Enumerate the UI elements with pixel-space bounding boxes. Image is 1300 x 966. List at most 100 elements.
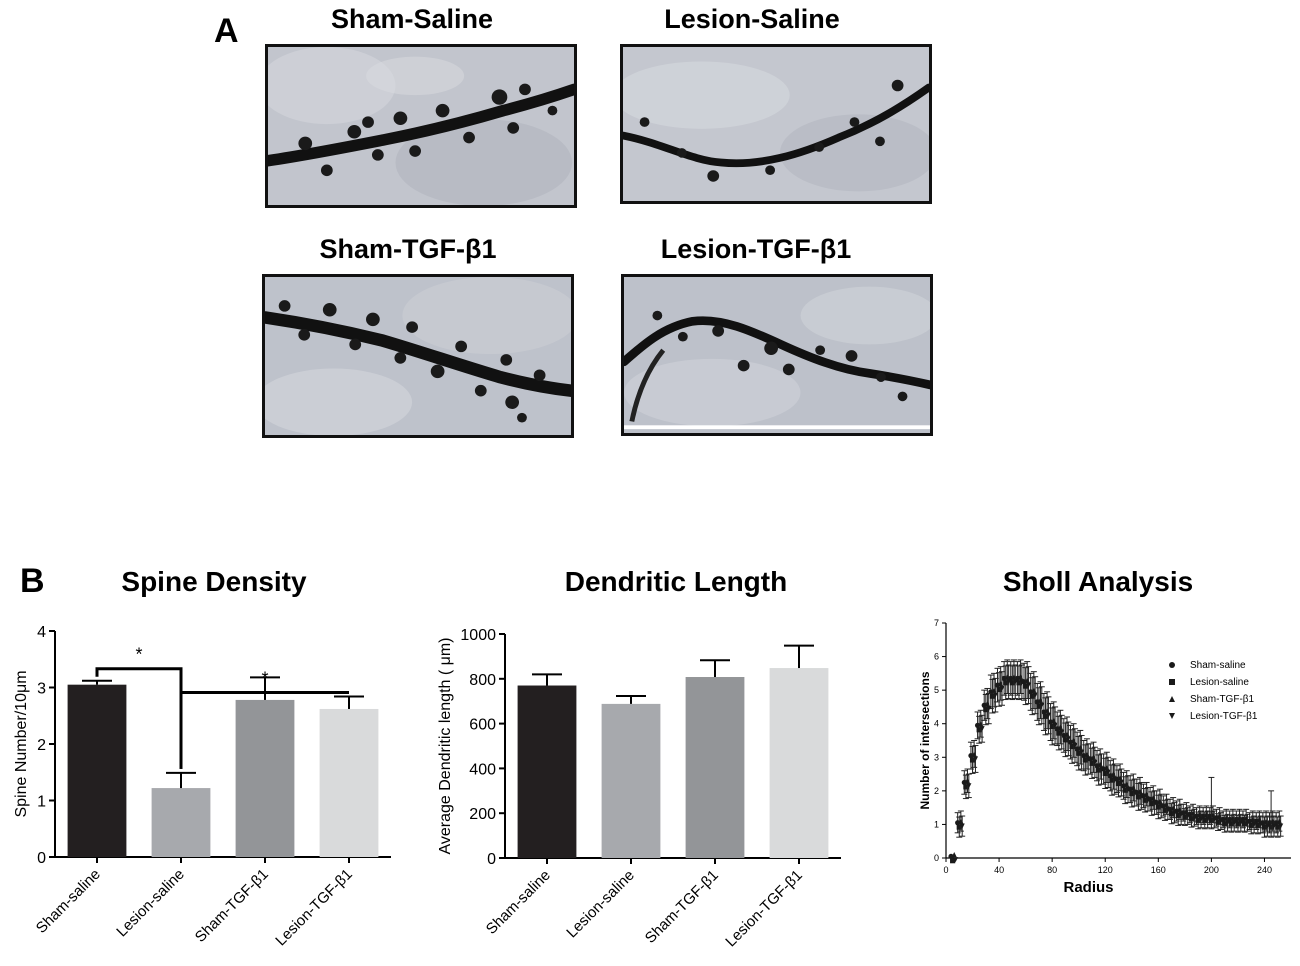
- data-point: [1168, 811, 1175, 817]
- data-point: [1171, 810, 1178, 816]
- data-point: [983, 707, 989, 713]
- legend-label: Lesion-TGF-β1: [1190, 711, 1258, 722]
- data-point: [1275, 824, 1281, 830]
- x-tick-label: Sham-TGF-β1: [642, 867, 722, 947]
- y-tick-label: 800: [469, 672, 496, 689]
- data-point: [1105, 769, 1111, 775]
- y-tick-label: 7: [934, 618, 939, 628]
- data-point: [1122, 787, 1128, 793]
- data-point: [1032, 692, 1038, 698]
- x-tick-label: Sham-saline: [33, 866, 104, 937]
- bar: [517, 685, 577, 858]
- image-title-sham-saline: Sham-Saline: [330, 4, 494, 34]
- data-point: [1125, 786, 1131, 792]
- data-point: [1231, 820, 1237, 826]
- x-tick-label: 160: [1151, 865, 1166, 875]
- x-tick-label: Sham-saline: [483, 867, 554, 938]
- data-point: [1155, 804, 1161, 810]
- data-point: [1059, 729, 1065, 735]
- micrograph-lesion-saline: [620, 44, 932, 204]
- bar: [151, 788, 211, 857]
- data-point: [1151, 800, 1158, 806]
- micrograph-sham-saline: [265, 44, 577, 208]
- data-point: [1248, 822, 1254, 829]
- data-point: [1251, 821, 1257, 828]
- data-point: [1211, 816, 1217, 822]
- data-point: [1205, 816, 1211, 822]
- dendritic-length-chart: 0 200 400 600 800 1000 Average Dendritic lengt…: [437, 627, 841, 950]
- panel-a-label: A: [214, 12, 239, 50]
- significance-star: *: [261, 669, 268, 689]
- data-point: [1188, 816, 1195, 822]
- data-point: [1145, 796, 1151, 802]
- data-point: [1169, 696, 1175, 702]
- data-point: [992, 692, 998, 698]
- data-point: [1215, 819, 1221, 825]
- data-point: [948, 853, 954, 859]
- y-tick-label: 5: [934, 685, 939, 695]
- data-point: [1264, 823, 1270, 829]
- legend-label: Sham-TGF-β1: [1190, 694, 1255, 705]
- data-point: [1198, 816, 1204, 822]
- data-point: [979, 726, 985, 732]
- data-point: [1069, 743, 1075, 750]
- data-point: [1016, 680, 1022, 686]
- data-point: [1271, 823, 1277, 829]
- data-point: [1062, 737, 1069, 743]
- data-point: [1098, 766, 1105, 772]
- y-tick-label: 0: [934, 853, 939, 863]
- data-point: [1135, 794, 1142, 800]
- data-point: [1112, 776, 1118, 782]
- y-tick-label: 4: [934, 719, 939, 729]
- micrograph-lesion-tgf: [621, 274, 933, 436]
- y-tick-label: 1: [37, 794, 46, 811]
- data-point: [1029, 693, 1035, 699]
- data-point: [1158, 803, 1164, 809]
- significance-star: *: [135, 645, 142, 665]
- bar: [769, 668, 829, 858]
- data-point: [1042, 713, 1049, 719]
- x-tick-label: 240: [1257, 865, 1272, 875]
- sholl-analysis-chart: 0 1 2 3 4 5 6 7 0 40 80 120 160 200 240 Radius Number of…: [918, 618, 1291, 896]
- y-tick-label: 200: [469, 806, 496, 823]
- x-tick-label: 40: [994, 865, 1004, 875]
- data-point: [1039, 702, 1045, 708]
- data-point: [1278, 823, 1284, 829]
- data-point: [1162, 807, 1168, 813]
- y-tick-label: 6: [934, 652, 939, 662]
- data-point: [963, 784, 969, 790]
- x-tick-label: Lesion-saline: [113, 866, 188, 941]
- data-point: [1052, 722, 1058, 728]
- data-point: [1072, 742, 1078, 749]
- data-point: [996, 686, 1002, 693]
- data-point: [951, 852, 957, 858]
- data-point: [1079, 749, 1085, 755]
- y-tick-label: 600: [469, 717, 496, 734]
- data-point: [1169, 713, 1175, 719]
- data-point: [1109, 777, 1115, 783]
- chart-title-sholl-analysis: Sholl Analysis: [1002, 566, 1194, 597]
- y-tick-label: 1000: [460, 627, 496, 644]
- data-point: [950, 858, 956, 864]
- y-tick-label: 1: [934, 819, 939, 829]
- data-point: [1195, 817, 1201, 823]
- data-point: [969, 757, 976, 763]
- data-point: [1012, 679, 1018, 685]
- y-axis-label: Spine Number/10μm: [13, 670, 30, 817]
- x-tick-label: Lesion-saline: [563, 867, 638, 942]
- y-tick-label: 3: [37, 681, 46, 698]
- data-point: [1082, 757, 1088, 763]
- data-point: [1228, 821, 1234, 827]
- data-point: [1019, 679, 1025, 685]
- y-tick-label: 0: [37, 850, 46, 867]
- data-point: [1102, 770, 1108, 776]
- y-axis-label: Number of intersections: [918, 671, 932, 809]
- data-point: [1006, 679, 1012, 685]
- data-point: [1175, 812, 1181, 818]
- y-tick-label: 2: [934, 786, 939, 796]
- data-point: [1185, 813, 1191, 819]
- data-point: [1224, 820, 1231, 826]
- image-title-lesion-saline: Lesion-Saline: [664, 4, 840, 34]
- data-point: [972, 756, 979, 762]
- data-point: [1235, 821, 1241, 827]
